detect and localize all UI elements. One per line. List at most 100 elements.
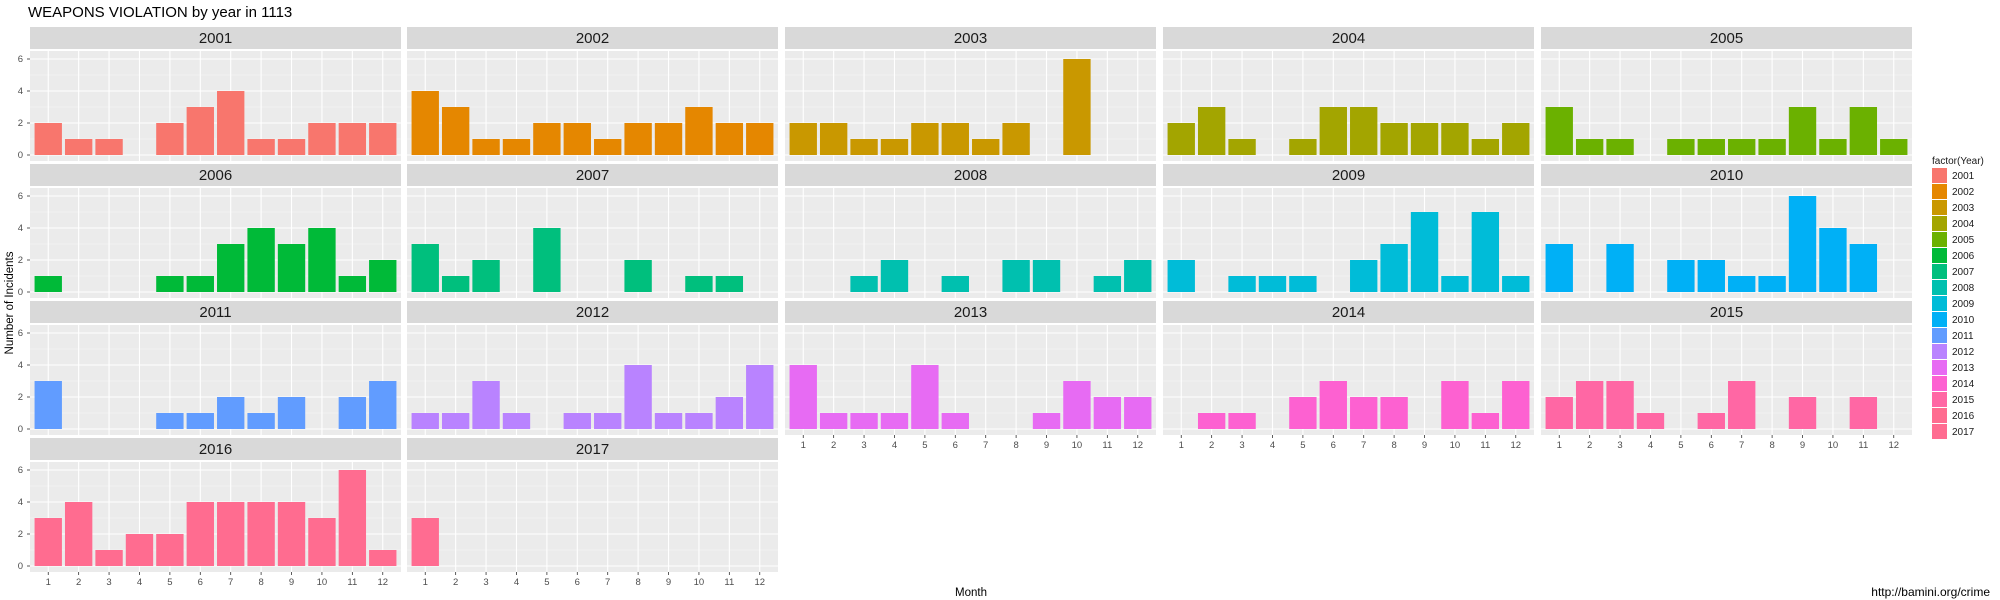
bar-2011-6: [186, 413, 214, 429]
bar-2010-8: [1758, 276, 1786, 292]
panel-2002: 2002: [407, 27, 778, 161]
legend-key-2006: [1932, 248, 1947, 263]
strip-label-2015: 2015: [1710, 304, 1743, 321]
bar-2003-1: [789, 123, 817, 155]
x-tick-label: 2: [453, 577, 458, 588]
legend-label-2009: 2009: [1952, 299, 1975, 310]
x-tick-label: 9: [1800, 440, 1805, 451]
bar-2015-2: [1575, 381, 1604, 429]
bar-2013-6: [941, 413, 969, 429]
strip-2002: [407, 27, 778, 49]
legend-label-2006: 2006: [1952, 251, 1975, 262]
x-tick-label: 1: [1557, 440, 1562, 451]
bar-2008-3: [850, 276, 878, 292]
y-tick-label: 6: [18, 191, 23, 202]
strip-label-2016: 2016: [199, 441, 232, 458]
bar-2004-1: [1167, 123, 1195, 155]
x-tick-label: 5: [544, 577, 549, 588]
legend-key-2014: [1932, 376, 1947, 391]
bar-2016-4: [125, 534, 154, 566]
x-tick-label: 4: [137, 577, 142, 588]
bar-2010-3: [1606, 244, 1634, 292]
bar-2006-9: [277, 244, 306, 292]
panel-2008: 2008: [785, 164, 1156, 298]
bar-2013-9: [1032, 413, 1061, 429]
strip-label-2013: 2013: [954, 304, 987, 321]
strip-label-2002: 2002: [576, 30, 609, 47]
x-tick-label: 4: [514, 577, 519, 588]
x-tick-label: 9: [1044, 440, 1049, 451]
bar-2002-12: [746, 123, 774, 155]
panel-2009: 2009: [1163, 164, 1534, 298]
bar-2002-2: [441, 107, 470, 155]
strip-2004: [1163, 27, 1534, 49]
bar-2013-3: [850, 413, 878, 429]
bar-2012-6: [563, 413, 591, 429]
x-tick-label: 4: [892, 440, 897, 451]
bar-2011-9: [277, 397, 306, 429]
bar-2016-5: [156, 534, 184, 566]
strip-label-2008: 2008: [954, 167, 987, 184]
bar-2004-2: [1197, 107, 1226, 155]
bar-2015-1: [1545, 397, 1573, 429]
bar-2005-2: [1575, 139, 1604, 155]
bar-2005-1: [1545, 107, 1573, 155]
bar-2016-1: [34, 518, 62, 566]
x-tick-label: 3: [1617, 440, 1622, 451]
y-tick-label: 2: [18, 255, 23, 266]
bar-2016-3: [95, 550, 123, 566]
bar-2015-11: [1849, 397, 1878, 429]
bar-2005-5: [1667, 139, 1695, 155]
x-tick-label: 2: [1587, 440, 1592, 451]
legend-key-2012: [1932, 344, 1947, 359]
bar-2006-10: [308, 228, 336, 292]
strip-2015: [1541, 301, 1912, 323]
x-tick-label: 5: [167, 577, 172, 588]
bar-2001-11: [338, 123, 367, 155]
bar-2014-6: [1319, 381, 1347, 429]
x-tick-label: 6: [198, 577, 203, 588]
y-tick-label: 4: [18, 86, 23, 97]
bar-2001-10: [308, 123, 336, 155]
x-tick-label: 2: [831, 440, 836, 451]
y-tick-label: 6: [18, 54, 23, 65]
x-tick-label: 5: [1678, 440, 1683, 451]
bar-2010-10: [1819, 228, 1847, 292]
strip-2013: [785, 301, 1156, 323]
x-tick-label: 12: [754, 577, 765, 588]
bar-2013-5: [911, 365, 939, 429]
x-tick-label: 10: [317, 577, 328, 588]
x-tick-label: 5: [922, 440, 927, 451]
strip-2003: [785, 27, 1156, 49]
strip-label-2009: 2009: [1332, 167, 1365, 184]
x-tick-label: 7: [228, 577, 233, 588]
legend-label-2007: 2007: [1952, 267, 1975, 278]
x-tick-label: 10: [1450, 440, 1461, 451]
x-tick-label: 11: [347, 577, 357, 588]
strip-2017: [407, 438, 778, 460]
bar-2008-4: [880, 260, 909, 292]
bar-2003-4: [880, 139, 909, 155]
panel-2006: 2006 0 2 4 6: [18, 164, 401, 298]
x-tick-label: 1: [46, 577, 51, 588]
bar-2004-9: [1410, 123, 1439, 155]
bar-2002-11: [715, 123, 744, 155]
bar-2005-10: [1819, 139, 1847, 155]
bar-2015-3: [1606, 381, 1634, 429]
x-tick-label: 12: [1510, 440, 1521, 451]
chart-title: WEAPONS VIOLATION by year in 1113: [28, 4, 292, 21]
legend-key-2007: [1932, 264, 1947, 279]
panel-2011: 2011 0 2 4 6: [18, 301, 401, 435]
x-tick-label: 8: [1769, 440, 1774, 451]
bar-2006-11: [338, 276, 367, 292]
legend-key-2011: [1932, 328, 1947, 343]
x-tick-label: 8: [635, 577, 640, 588]
legend-key-2002: [1932, 184, 1947, 199]
bar-2011-12: [369, 381, 397, 429]
legend-title: factor(Year): [1932, 156, 1984, 167]
bar-2014-11: [1471, 413, 1500, 429]
